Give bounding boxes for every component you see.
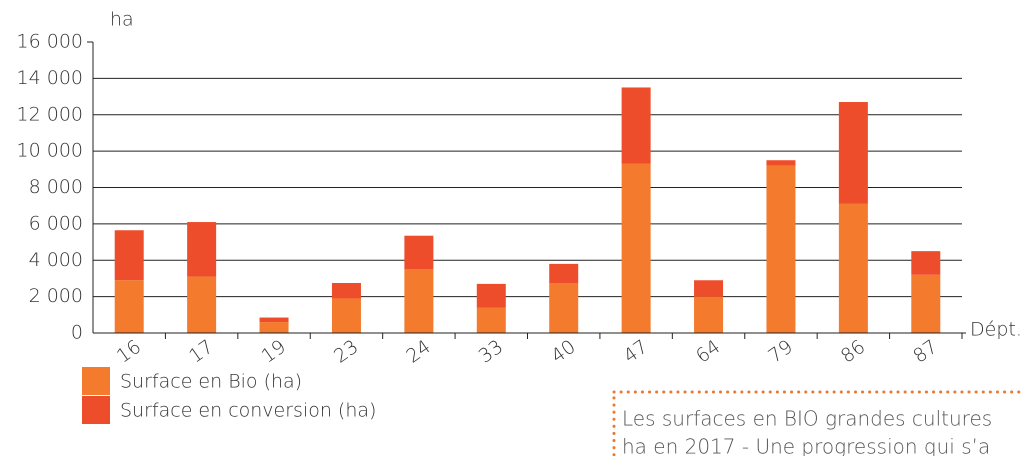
x-tick-label: 87 bbox=[909, 336, 941, 368]
bar-segment bbox=[766, 165, 796, 333]
bar-segment bbox=[911, 251, 941, 275]
bar-segment bbox=[838, 102, 868, 204]
x-tick-label: 33 bbox=[475, 336, 507, 368]
bar-segment bbox=[259, 317, 289, 323]
bar-segment bbox=[694, 280, 724, 297]
bar-segment bbox=[766, 160, 796, 166]
x-tick-label: 86 bbox=[837, 336, 869, 368]
legend-swatch bbox=[82, 367, 110, 395]
bar-segment bbox=[621, 163, 651, 333]
y-tick-label: 12 000 bbox=[17, 103, 83, 125]
x-tick-label: 64 bbox=[692, 336, 724, 368]
x-tick-label: 79 bbox=[764, 336, 796, 368]
bar-segment bbox=[476, 283, 506, 308]
bar-segment bbox=[259, 322, 289, 333]
note-text: Les surfaces en BIO grandes cultures bbox=[622, 407, 992, 431]
bar-segment bbox=[331, 282, 361, 299]
bar-segment bbox=[476, 307, 506, 333]
x-axis-label: Dépt. bbox=[970, 319, 1021, 341]
bar-segment bbox=[838, 203, 868, 333]
y-tick-label: 2 000 bbox=[29, 285, 83, 307]
y-tick-label: 16 000 bbox=[17, 31, 83, 53]
legend-label: Surface en Bio (ha) bbox=[120, 371, 302, 393]
x-tick-label: 16 bbox=[113, 336, 145, 368]
x-tick-label: 23 bbox=[330, 336, 362, 368]
bar-segment bbox=[331, 298, 361, 333]
bar-segment bbox=[114, 280, 144, 333]
legend-swatch bbox=[82, 396, 110, 424]
x-tick-label: 47 bbox=[620, 336, 652, 368]
bar-segment bbox=[694, 296, 724, 333]
y-tick-label: 10 000 bbox=[17, 140, 83, 162]
y-tick-label: 8 000 bbox=[29, 176, 83, 198]
note-box bbox=[612, 390, 1021, 456]
y-tick-label: 14 000 bbox=[17, 67, 83, 89]
bar-segment bbox=[911, 274, 941, 333]
bar-segment bbox=[114, 230, 144, 281]
x-tick-label: 40 bbox=[547, 336, 579, 368]
y-tick-label: 4 000 bbox=[29, 249, 83, 271]
y-axis-label: ha bbox=[110, 9, 134, 31]
legend-label: Surface en conversion (ha) bbox=[120, 400, 376, 422]
bar-segment bbox=[187, 276, 217, 333]
bar-segment bbox=[549, 282, 579, 333]
note-text: ha en 2017 - Une progression qui s’a bbox=[622, 435, 990, 456]
x-tick-label: 17 bbox=[185, 336, 217, 368]
bar-segment bbox=[404, 235, 434, 270]
bar-segment bbox=[404, 269, 434, 333]
bar-segment bbox=[187, 222, 217, 277]
y-tick-label: 6 000 bbox=[29, 212, 83, 234]
x-tick-label: 19 bbox=[258, 336, 290, 368]
x-tick-label: 24 bbox=[402, 336, 434, 368]
bar-segment bbox=[621, 87, 651, 164]
bar-segment bbox=[549, 263, 579, 283]
y-tick-label: 0 bbox=[71, 322, 83, 344]
